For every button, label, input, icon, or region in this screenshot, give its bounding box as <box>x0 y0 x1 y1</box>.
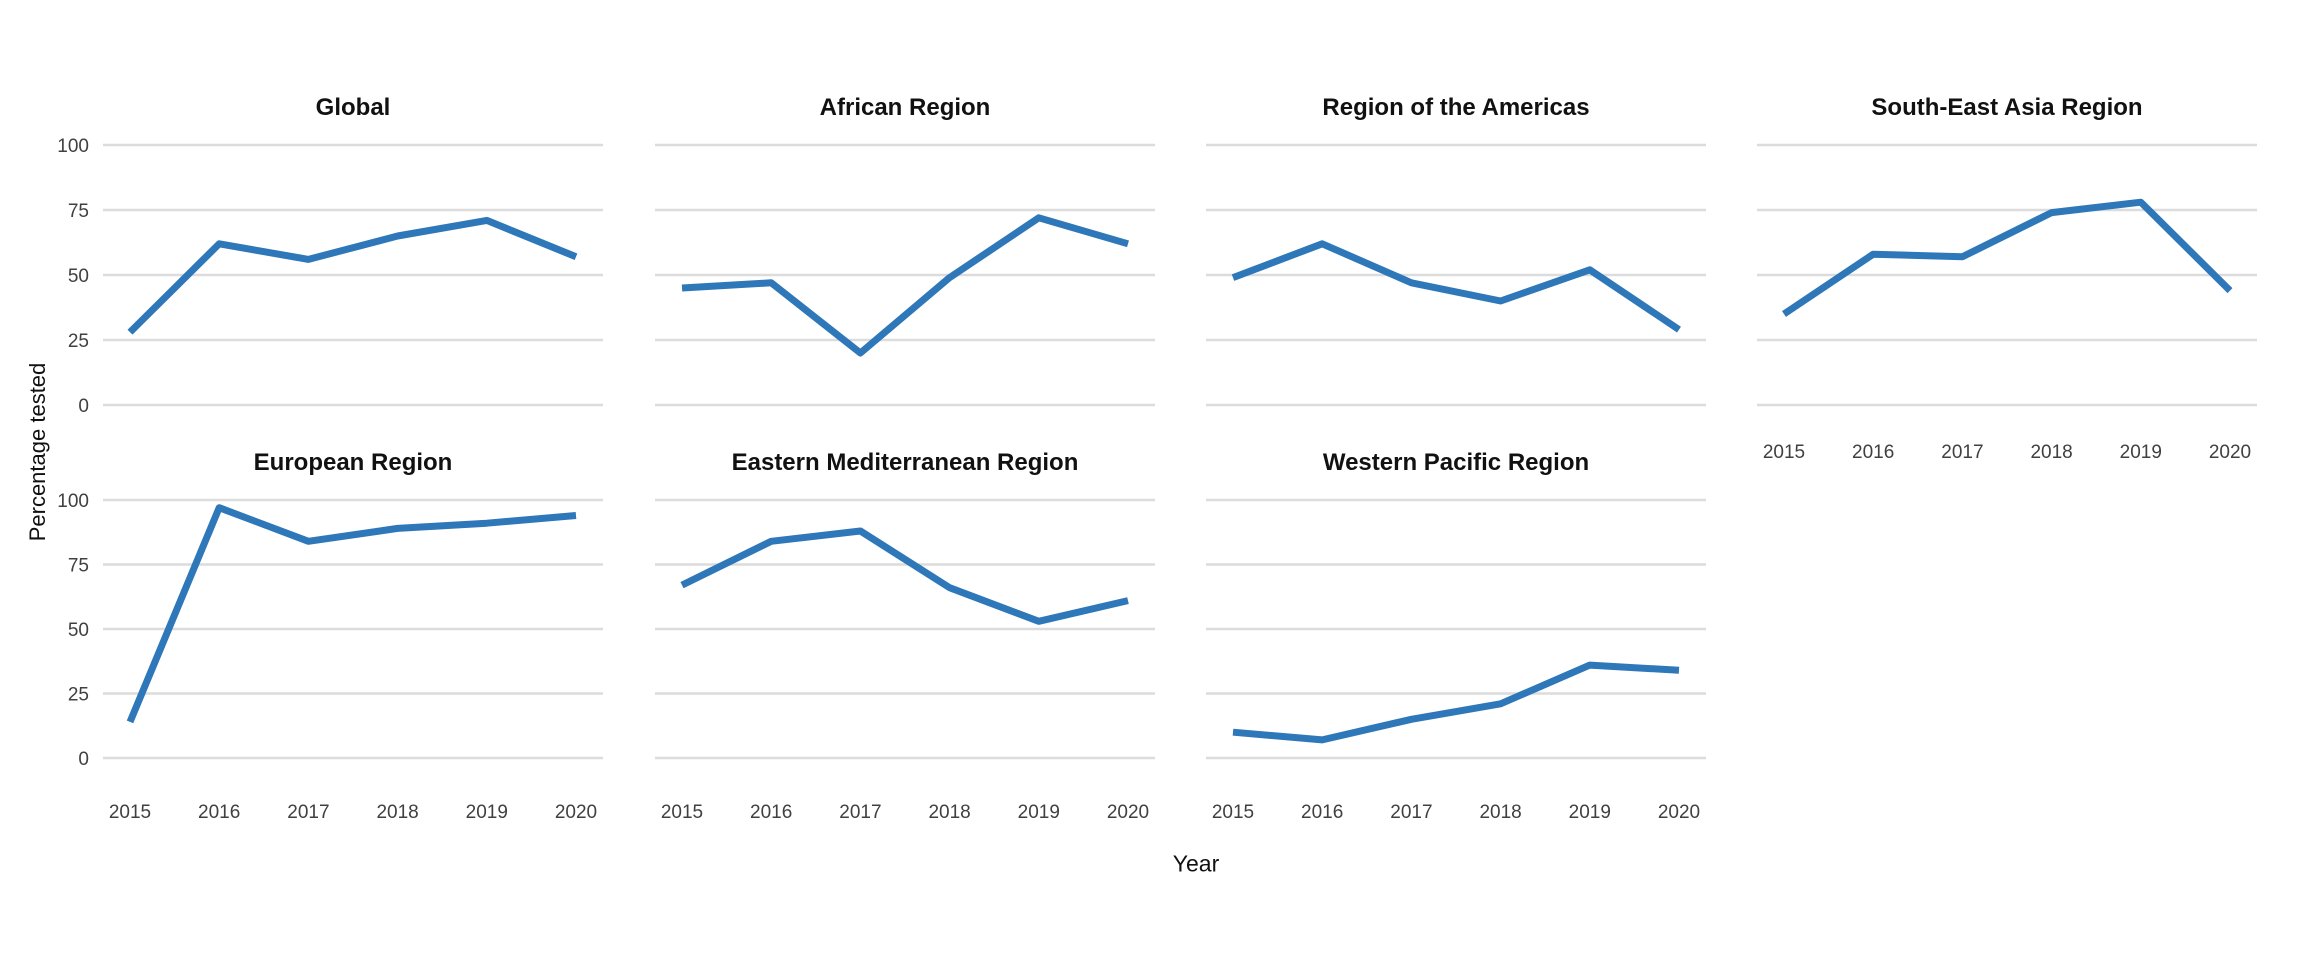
x-tick-label-2016: 2016 <box>750 802 792 823</box>
x-tick-label-2020: 2020 <box>555 802 597 823</box>
x-tick-label-2015: 2015 <box>1763 442 1805 463</box>
x-tick-label-2015: 2015 <box>661 802 703 823</box>
facet-title: Region of the Americas <box>1322 94 1589 121</box>
x-tick-label-2017: 2017 <box>287 802 329 823</box>
facet-title: Western Pacific Region <box>1323 449 1589 476</box>
y-tick-label-75: 75 <box>68 556 89 577</box>
data-line-region-of-the-americas <box>1231 240 1681 333</box>
x-tick-label-2018: 2018 <box>928 802 970 823</box>
facet-panel-european-region: European Region 0 25 50 75 100 2015 2016 2017 201… <box>57 449 603 823</box>
facet-panel-western-pacific-region: Western Pacific Region 2015 2016 2017 2018 20… <box>1206 449 1706 823</box>
data-line-south-east-asia-region <box>1782 198 2233 317</box>
x-tick-label-2015: 2015 <box>1212 802 1254 823</box>
facet-title: Global <box>316 94 391 121</box>
data-line-european-region <box>126 504 577 724</box>
x-tick-label-2020: 2020 <box>1658 802 1700 823</box>
x-tick-label-2018: 2018 <box>1479 802 1521 823</box>
y-tick-label-25: 25 <box>68 331 89 352</box>
x-tick-label-2018: 2018 <box>2030 442 2072 463</box>
y-tick-label-0: 0 <box>78 749 89 770</box>
facet-panel-eastern-mediterranean-region: Eastern Mediterranean Region 2015 2016 2017… <box>655 449 1155 823</box>
x-tick-label-2016: 2016 <box>198 802 240 823</box>
facet-title: South-East Asia Region <box>1871 94 2142 121</box>
data-line-african-region <box>681 214 1129 357</box>
x-tick-label-2019: 2019 <box>2120 442 2162 463</box>
y-tick-label-75: 75 <box>68 201 89 222</box>
x-tick-label-2017: 2017 <box>839 802 881 823</box>
facet-title: African Region <box>820 94 991 121</box>
x-tick-label-2016: 2016 <box>1852 442 1894 463</box>
x-axis-title: Year <box>1172 850 1220 877</box>
x-tick-label-2019: 2019 <box>466 802 508 823</box>
x-tick-label-2017: 2017 <box>1941 442 1983 463</box>
facet-panel-global: Global 0 25 50 75 100 <box>57 94 603 417</box>
x-tick-label-2019: 2019 <box>1018 802 1060 823</box>
data-line-global <box>127 216 578 335</box>
facet-panel-south-east-asia-region: South-East Asia Region 2015 2016 2017 2018 20… <box>1757 94 2257 463</box>
data-line-western-pacific-region <box>1232 661 1680 744</box>
facet-title: Eastern Mediterranean Region <box>732 449 1079 476</box>
facet-title: European Region <box>254 449 453 476</box>
x-tick-label-2020: 2020 <box>2209 442 2251 463</box>
x-tick-label-2015: 2015 <box>109 802 151 823</box>
x-tick-label-2017: 2017 <box>1390 802 1432 823</box>
y-tick-label-100: 100 <box>57 136 89 157</box>
x-tick-label-2020: 2020 <box>1107 802 1149 823</box>
y-tick-label-100: 100 <box>57 491 89 512</box>
y-tick-label-50: 50 <box>68 620 89 641</box>
y-axis-title: Percentage tested <box>25 362 50 542</box>
data-line-eastern-mediterranean-region <box>680 527 1129 625</box>
y-tick-label-0: 0 <box>78 396 89 417</box>
facet-panel-region-of-the-americas: Region of the Americas <box>1206 94 1706 407</box>
y-tick-label-50: 50 <box>68 266 89 287</box>
y-tick-label-25: 25 <box>68 685 89 706</box>
x-tick-label-2019: 2019 <box>1569 802 1611 823</box>
x-tick-label-2016: 2016 <box>1301 802 1343 823</box>
facet-panel-african-region: African Region <box>655 94 1155 407</box>
x-tick-label-2018: 2018 <box>376 802 418 823</box>
